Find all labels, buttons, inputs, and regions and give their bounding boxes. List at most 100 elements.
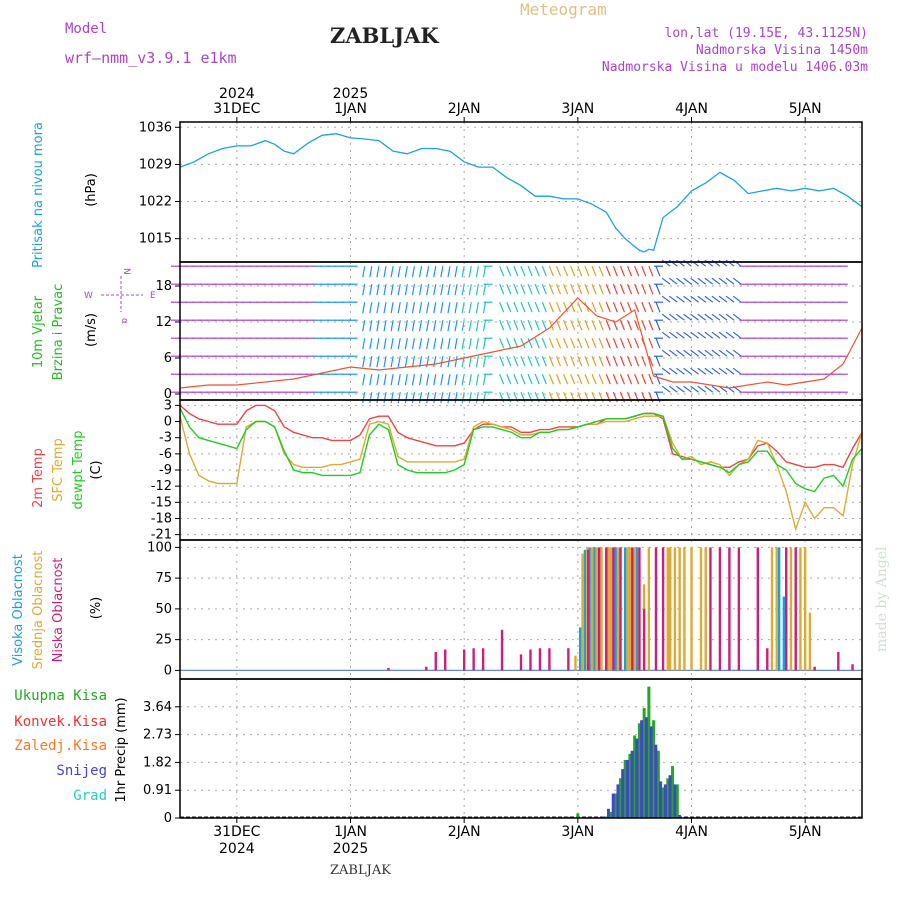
wind-arrow bbox=[570, 283, 576, 295]
wind-arrow bbox=[362, 320, 366, 332]
wind-arrow bbox=[555, 265, 562, 277]
cloud-ylabel: Visoka Oblacnost Srednja Oblacnost Niska… bbox=[11, 551, 104, 670]
cloud-low-bar bbox=[605, 547, 608, 671]
compass-west: W bbox=[84, 291, 93, 301]
wind-arrow bbox=[482, 374, 487, 386]
wind-arrow bbox=[362, 392, 366, 404]
wind-arrow bbox=[397, 266, 401, 278]
wind-arrow bbox=[732, 313, 742, 321]
wind-arrow bbox=[555, 373, 562, 385]
wind-arrow bbox=[369, 320, 373, 332]
wind-arrow bbox=[577, 301, 583, 313]
wind-arrow bbox=[676, 295, 685, 303]
wind-arrow bbox=[577, 265, 583, 277]
wind-arrow bbox=[411, 266, 416, 278]
precip-snow-bar bbox=[668, 775, 672, 818]
wind-arrow bbox=[683, 259, 692, 267]
y-tick-label: 1015 bbox=[139, 232, 172, 247]
cloud-mid-bar bbox=[668, 547, 672, 671]
wind-arrow bbox=[376, 266, 380, 278]
cloud-low-bar bbox=[756, 547, 760, 671]
wind-arrow bbox=[369, 266, 373, 278]
y-tick-label: -3 bbox=[159, 431, 172, 446]
wind-arrow bbox=[676, 367, 685, 375]
precip-rain-bar bbox=[666, 778, 670, 818]
wind-arrow bbox=[661, 277, 671, 285]
precip-rain-bar bbox=[661, 787, 665, 818]
wind-arrow bbox=[704, 349, 714, 357]
pressure-line bbox=[179, 133, 863, 253]
wind-arrow bbox=[563, 283, 569, 295]
cloud-mid-bar bbox=[600, 547, 603, 671]
wind-arrow bbox=[513, 301, 519, 313]
precip-snow-bar bbox=[678, 814, 682, 818]
wind-arrow bbox=[605, 319, 611, 331]
wind-arrow bbox=[648, 337, 654, 349]
wind-arrow bbox=[390, 374, 394, 386]
precipitation-panel: 0 0.91 1.82 2.73 3.64 bbox=[143, 678, 863, 826]
cloud-high-bar bbox=[777, 547, 781, 671]
wind-arrow bbox=[704, 277, 714, 285]
wind-arrow bbox=[655, 283, 661, 295]
wind-arrow bbox=[520, 319, 526, 331]
pressure-ylabel: Pritisak na nivou mora (hPa) bbox=[31, 122, 99, 268]
wind-arrow bbox=[475, 338, 479, 350]
wind-arrow bbox=[612, 373, 618, 385]
wind-arrow bbox=[482, 356, 487, 368]
wind-arrow bbox=[404, 302, 408, 314]
bottom-day-label: 5JAN bbox=[789, 824, 822, 840]
wind-arrow bbox=[548, 373, 554, 385]
y-tick-label: 1029 bbox=[139, 157, 172, 172]
wind-arrow bbox=[711, 367, 721, 375]
precip-rain-bar bbox=[576, 813, 580, 818]
cloud-low-bar bbox=[387, 667, 390, 671]
wind-arrow bbox=[520, 283, 526, 295]
wind-arrow bbox=[661, 331, 671, 339]
wind-arrow bbox=[711, 295, 721, 303]
wind-arrow bbox=[718, 367, 728, 375]
wind-arrow bbox=[397, 320, 401, 332]
wind-arrow bbox=[426, 266, 430, 278]
precip-snow-bar bbox=[659, 781, 663, 818]
precip-snow-bar bbox=[630, 750, 634, 818]
wind-arrow bbox=[598, 373, 604, 385]
wind-arrow bbox=[447, 338, 451, 350]
wind-arrow bbox=[468, 266, 472, 278]
wind-arrow bbox=[454, 320, 458, 332]
wind-arrow bbox=[555, 283, 562, 295]
wind-arrow bbox=[634, 355, 640, 367]
wind-arrow bbox=[397, 338, 401, 350]
top-day-label: 5JAN bbox=[789, 101, 822, 117]
wind-arrow bbox=[577, 319, 583, 331]
wind-arrow bbox=[499, 373, 505, 385]
wind-arrow bbox=[418, 284, 423, 296]
wind-arrow bbox=[697, 259, 707, 267]
wind-arrow bbox=[584, 319, 590, 331]
wind-arrow bbox=[506, 283, 512, 295]
wind-arrow bbox=[648, 265, 654, 277]
wind-arrow bbox=[461, 266, 465, 278]
cloud-high-bar bbox=[635, 547, 639, 671]
wind-arrow bbox=[418, 338, 423, 350]
altitude-text: Nadmorska Visina 1450m bbox=[696, 43, 868, 58]
wind-arrow bbox=[563, 337, 569, 349]
wind-arrow bbox=[563, 319, 569, 331]
precip-rain-bar bbox=[618, 778, 622, 818]
wind-arrow bbox=[598, 355, 604, 367]
wind-arrow bbox=[591, 337, 597, 349]
wind-arrow bbox=[404, 320, 408, 332]
wind-arrow bbox=[711, 349, 721, 357]
station-title: ZABLJAK bbox=[330, 23, 439, 48]
wind-arrow bbox=[690, 331, 699, 339]
wind-arrow bbox=[598, 319, 604, 331]
precip-rain-bar bbox=[609, 811, 613, 818]
cloud-mid-bar bbox=[770, 547, 774, 671]
wind-arrow bbox=[718, 295, 728, 303]
wind-arrow bbox=[411, 374, 416, 386]
wind-arrow bbox=[534, 373, 540, 385]
wind-arrow bbox=[520, 265, 526, 277]
wind-arrow bbox=[641, 355, 647, 367]
wind-arrow bbox=[383, 266, 387, 278]
wind-arrow bbox=[668, 313, 678, 321]
top-day-label: 2JAN bbox=[448, 101, 481, 117]
